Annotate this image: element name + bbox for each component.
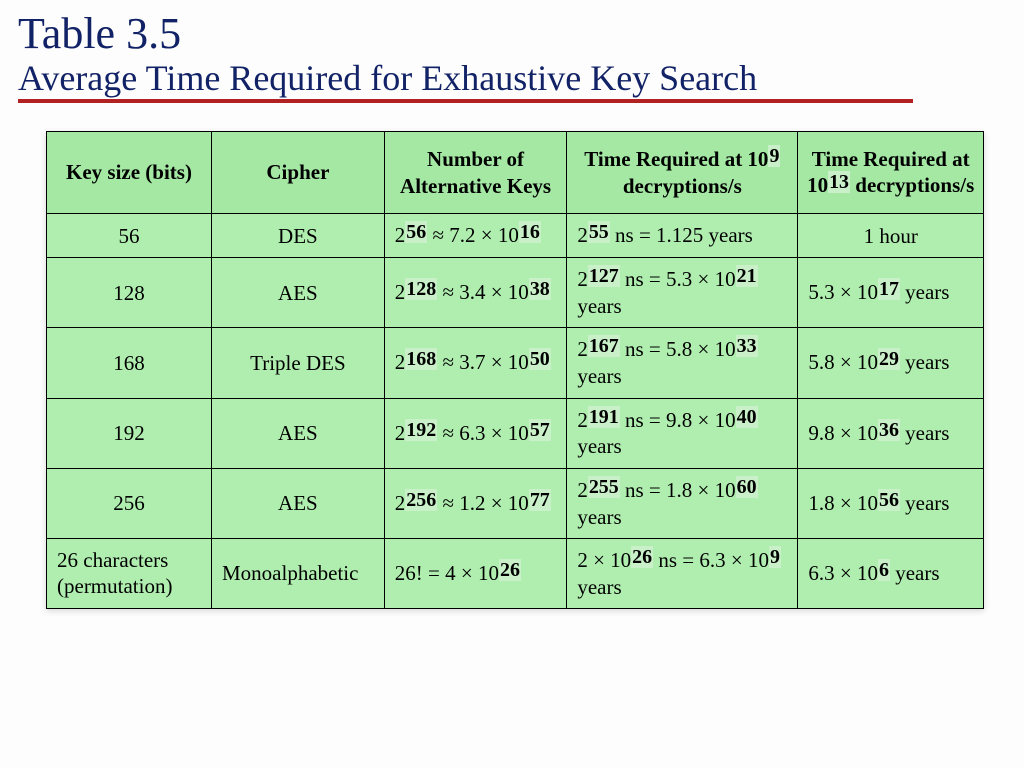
col-time9: Time Required at 109 decryptions/s xyxy=(567,132,798,214)
cell-cipher: Monoalphabetic xyxy=(212,538,385,608)
table-row: 256 AES 2256 ≈ 1.2 × 1077 2255 ns = 1.8 … xyxy=(47,468,984,538)
col-keysize: Key size (bits) xyxy=(47,132,212,214)
cell-time9: 2255 ns = 1.8 × 1060 years xyxy=(567,468,798,538)
subtitle-wrap: Average Time Required for Exhaustive Key… xyxy=(18,57,1006,101)
cell-time9: 255 ns = 1.125 years xyxy=(567,214,798,258)
cell-time13: 6.3 × 106 years xyxy=(798,538,984,608)
col-numkeys: Number of Alternative Keys xyxy=(384,132,567,214)
cell-cipher: AES xyxy=(212,258,385,328)
key-search-table-container: Key size (bits) Cipher Number of Alterna… xyxy=(46,131,984,609)
title-underline xyxy=(18,99,913,103)
table-row: 26 characters (permutation) Monoalphabet… xyxy=(47,538,984,608)
table-number: Table 3.5 xyxy=(18,8,1006,59)
cell-keysize: 192 xyxy=(47,398,212,468)
col-time13: Time Required at 1013 decryptions/s xyxy=(798,132,984,214)
table-row: 168 Triple DES 2168 ≈ 3.7 × 1050 2167 ns… xyxy=(47,328,984,398)
cell-keysize: 56 xyxy=(47,214,212,258)
cell-time13: 1.8 × 1056 years xyxy=(798,468,984,538)
cell-keysize: 256 xyxy=(47,468,212,538)
page-header: Table 3.5 Average Time Required for Exha… xyxy=(0,0,1024,101)
key-search-table: Key size (bits) Cipher Number of Alterna… xyxy=(46,131,984,609)
col-cipher: Cipher xyxy=(212,132,385,214)
cell-time9: 2191 ns = 9.8 × 1040 years xyxy=(567,398,798,468)
cell-cipher: DES xyxy=(212,214,385,258)
cell-keysize: 168 xyxy=(47,328,212,398)
table-row: 56 DES 256 ≈ 7.2 × 1016 255 ns = 1.125 y… xyxy=(47,214,984,258)
cell-numkeys: 2168 ≈ 3.7 × 1050 xyxy=(384,328,567,398)
cell-time9: 2167 ns = 5.8 × 1033 years xyxy=(567,328,798,398)
table-row: 192 AES 2192 ≈ 6.3 × 1057 2191 ns = 9.8 … xyxy=(47,398,984,468)
cell-time13: 1 hour xyxy=(798,214,984,258)
cell-numkeys: 256 ≈ 7.2 × 1016 xyxy=(384,214,567,258)
table-header-row: Key size (bits) Cipher Number of Alterna… xyxy=(47,132,984,214)
cell-time9: 2 × 1026 ns = 6.3 × 109 years xyxy=(567,538,798,608)
cell-numkeys: 26! = 4 × 1026 xyxy=(384,538,567,608)
cell-time13: 9.8 × 1036 years xyxy=(798,398,984,468)
cell-time13: 5.3 × 1017 years xyxy=(798,258,984,328)
cell-time13: 5.8 × 1029 years xyxy=(798,328,984,398)
table-row: 128 AES 2128 ≈ 3.4 × 1038 2127 ns = 5.3 … xyxy=(47,258,984,328)
cell-cipher: AES xyxy=(212,398,385,468)
cell-keysize: 128 xyxy=(47,258,212,328)
table-body: 56 DES 256 ≈ 7.2 × 1016 255 ns = 1.125 y… xyxy=(47,214,984,609)
cell-cipher: AES xyxy=(212,468,385,538)
page-title: Average Time Required for Exhaustive Key… xyxy=(18,57,757,101)
cell-cipher: Triple DES xyxy=(212,328,385,398)
cell-time9: 2127 ns = 5.3 × 1021 years xyxy=(567,258,798,328)
cell-numkeys: 2128 ≈ 3.4 × 1038 xyxy=(384,258,567,328)
cell-numkeys: 2192 ≈ 6.3 × 1057 xyxy=(384,398,567,468)
cell-keysize: 26 characters (permutation) xyxy=(47,538,212,608)
cell-numkeys: 2256 ≈ 1.2 × 1077 xyxy=(384,468,567,538)
